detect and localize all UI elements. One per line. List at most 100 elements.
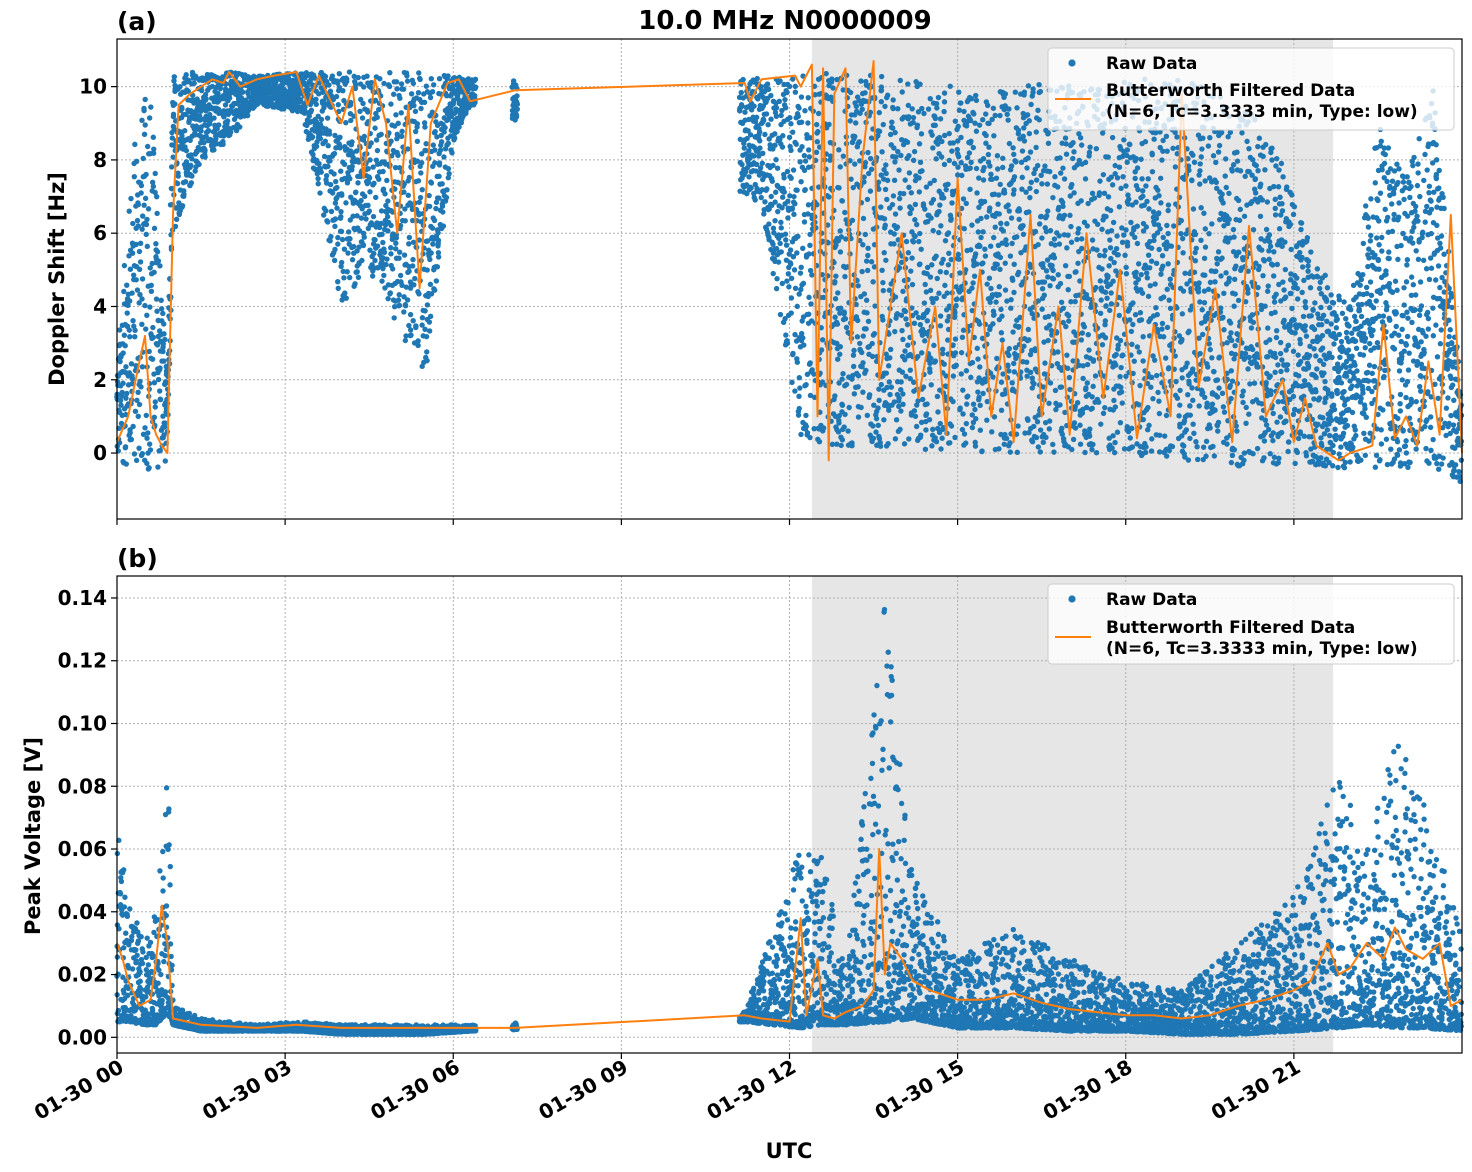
raw-point xyxy=(1046,426,1053,432)
raw-point xyxy=(157,365,163,371)
raw-point xyxy=(430,82,437,88)
raw-point xyxy=(773,285,780,292)
raw-point xyxy=(368,140,374,146)
raw-point xyxy=(974,190,980,196)
raw-point xyxy=(125,302,131,309)
raw-point xyxy=(1004,221,1010,227)
raw-point xyxy=(999,313,1005,319)
raw-point xyxy=(1118,384,1124,391)
raw-point xyxy=(1094,221,1101,228)
raw-point xyxy=(1140,416,1146,423)
raw-point xyxy=(782,105,789,111)
raw-point xyxy=(863,297,870,303)
raw-point xyxy=(1187,403,1193,409)
raw-point xyxy=(1148,245,1155,251)
raw-point xyxy=(201,139,207,146)
raw-point xyxy=(140,155,146,162)
raw-point xyxy=(156,388,163,394)
raw-point xyxy=(937,116,944,122)
raw-point xyxy=(1012,89,1019,95)
raw-point xyxy=(936,208,942,215)
raw-point xyxy=(788,275,795,281)
raw-point xyxy=(1209,355,1215,361)
raw-point xyxy=(860,333,866,339)
raw-point xyxy=(891,177,898,184)
raw-point xyxy=(1149,436,1155,442)
raw-point xyxy=(994,152,1001,159)
raw-point xyxy=(1197,350,1203,357)
raw-point xyxy=(416,70,422,76)
raw-point xyxy=(1075,260,1081,266)
raw-point xyxy=(784,89,790,96)
raw-point xyxy=(1033,188,1040,195)
raw-point xyxy=(152,404,158,410)
raw-point xyxy=(762,199,768,205)
raw-point xyxy=(791,211,797,218)
raw-point xyxy=(1199,146,1205,152)
raw-point xyxy=(412,108,419,115)
raw-point xyxy=(338,191,345,197)
raw-point xyxy=(355,74,361,81)
raw-point xyxy=(117,397,124,404)
raw-point xyxy=(945,230,952,236)
raw-point xyxy=(1046,418,1053,424)
raw-point xyxy=(141,202,147,208)
raw-point xyxy=(1143,224,1149,230)
raw-point xyxy=(977,402,983,408)
raw-point xyxy=(144,312,150,318)
raw-point xyxy=(402,302,409,308)
raw-point xyxy=(1134,344,1141,350)
raw-point xyxy=(984,102,991,109)
raw-point xyxy=(411,282,417,288)
raw-point xyxy=(1057,155,1063,161)
raw-point xyxy=(122,444,129,450)
raw-point xyxy=(381,272,387,279)
raw-point xyxy=(949,200,955,206)
raw-point xyxy=(957,270,963,276)
raw-point xyxy=(378,220,384,227)
raw-point xyxy=(423,83,430,89)
raw-point xyxy=(381,249,388,255)
raw-point xyxy=(906,436,912,442)
raw-point xyxy=(944,290,950,296)
raw-point xyxy=(1124,147,1131,153)
raw-point xyxy=(1055,206,1061,213)
raw-point xyxy=(393,235,400,241)
raw-point xyxy=(918,350,925,356)
raw-point xyxy=(960,387,966,393)
raw-point xyxy=(418,159,425,166)
raw-point xyxy=(1118,364,1124,371)
raw-point xyxy=(1138,156,1144,162)
raw-point xyxy=(921,300,928,306)
raw-point xyxy=(388,245,394,251)
raw-point xyxy=(397,222,404,229)
raw-point xyxy=(1158,200,1164,206)
raw-point xyxy=(328,208,335,215)
raw-point xyxy=(141,105,147,112)
raw-point xyxy=(1015,127,1022,133)
raw-point xyxy=(1190,366,1196,372)
raw-point xyxy=(374,114,380,120)
raw-point xyxy=(1004,111,1010,118)
raw-point xyxy=(147,304,153,310)
raw-point xyxy=(1135,261,1142,267)
raw-point xyxy=(1070,155,1076,162)
raw-point xyxy=(397,272,404,279)
raw-point xyxy=(370,213,377,220)
raw-point xyxy=(955,164,961,170)
raw-point xyxy=(939,350,946,357)
raw-point xyxy=(984,214,990,220)
raw-point xyxy=(1025,326,1032,333)
raw-point xyxy=(958,159,964,166)
raw-point xyxy=(360,242,366,248)
raw-point xyxy=(876,186,882,192)
raw-point xyxy=(1202,394,1208,401)
raw-point xyxy=(358,96,364,103)
raw-point xyxy=(179,106,185,112)
raw-point xyxy=(1207,279,1214,286)
raw-point xyxy=(890,104,896,111)
raw-point xyxy=(398,81,405,87)
raw-point xyxy=(1090,358,1097,364)
raw-point xyxy=(203,96,209,102)
